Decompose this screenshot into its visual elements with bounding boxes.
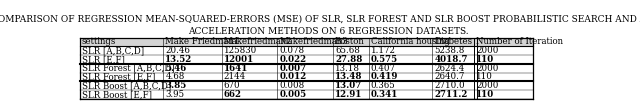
Text: 0.419: 0.419 [371,72,398,81]
Text: 3.95: 3.95 [165,90,184,99]
Text: 0.012: 0.012 [280,72,307,81]
Text: 5.46: 5.46 [165,64,187,73]
Text: Number of Iteration: Number of Iteration [476,37,563,46]
Text: 0.365: 0.365 [371,81,396,90]
Text: California housing: California housing [371,37,450,46]
Text: 2000: 2000 [476,46,499,55]
Text: 0.575: 0.575 [371,55,398,64]
Text: 13.52: 13.52 [165,55,193,64]
Text: 2640.7: 2640.7 [434,72,465,81]
Text: 12001: 12001 [224,55,254,64]
Text: 2144: 2144 [224,72,246,81]
Text: 13.18: 13.18 [335,64,360,73]
Text: SLR Boost [E,F]: SLR Boost [E,F] [82,90,152,99]
Text: Boston: Boston [335,37,365,46]
Text: ACCELERATION METHODS ON 6 REGRESSION DATASETS.: ACCELERATION METHODS ON 6 REGRESSION DAT… [188,27,468,36]
Text: 3.85: 3.85 [165,81,187,90]
Text: 110: 110 [476,72,493,81]
Text: 0.078: 0.078 [280,46,305,55]
Text: 20.46: 20.46 [165,46,190,55]
Text: 0.007: 0.007 [280,64,307,73]
Text: 125830: 125830 [224,46,257,55]
Text: 2711.2: 2711.2 [434,90,467,99]
Text: 13.07: 13.07 [335,81,362,90]
Text: SLR [A,B,C,D]: SLR [A,B,C,D] [82,46,144,55]
Text: 4.68: 4.68 [165,72,185,81]
Text: 65.68: 65.68 [335,46,360,55]
Bar [80,38,533,46]
Text: 662: 662 [224,90,242,99]
Text: 0.005: 0.005 [280,90,307,99]
Text: Makefriedman3: Makefriedman3 [280,37,348,46]
Text: 110: 110 [476,55,495,64]
Text: COMPARISON OF REGRESSION MEAN-SQUARED-ERRORS (MSE) OF SLR, SLR FOREST AND SLR BO: COMPARISON OF REGRESSION MEAN-SQUARED-ER… [0,14,640,23]
Text: Makefriedman2: Makefriedman2 [224,37,292,46]
Text: 0.008: 0.008 [280,81,305,90]
Text: Make Friedman1: Make Friedman1 [165,37,240,46]
Text: 12.91: 12.91 [335,90,362,99]
Text: SLR [E,F]: SLR [E,F] [82,55,125,64]
Text: 0.407: 0.407 [371,64,396,73]
Text: 2710.0: 2710.0 [434,81,465,90]
Text: 4018.7: 4018.7 [434,55,468,64]
Text: 1641: 1641 [224,64,248,73]
Text: SLR Forest [A,B,C,D]: SLR Forest [A,B,C,D] [82,64,175,73]
Text: SLR Forest [E,F]: SLR Forest [E,F] [82,72,156,81]
Text: 13.48: 13.48 [335,72,362,81]
Text: 1.172: 1.172 [371,46,396,55]
Text: 2624.4: 2624.4 [434,64,465,73]
Text: SLR Boost [A,B,C,D]: SLR Boost [A,B,C,D] [82,81,172,90]
Text: 0.022: 0.022 [280,55,307,64]
Text: 2000: 2000 [476,64,499,73]
Text: 670: 670 [224,81,241,90]
Text: 0.341: 0.341 [371,90,398,99]
Text: 2000: 2000 [476,81,499,90]
Text: 110: 110 [476,90,495,99]
Text: 5238.8: 5238.8 [434,46,465,55]
Text: 27.88: 27.88 [335,55,362,64]
Text: settings: settings [82,37,116,46]
Text: Diabetes: Diabetes [434,37,472,46]
